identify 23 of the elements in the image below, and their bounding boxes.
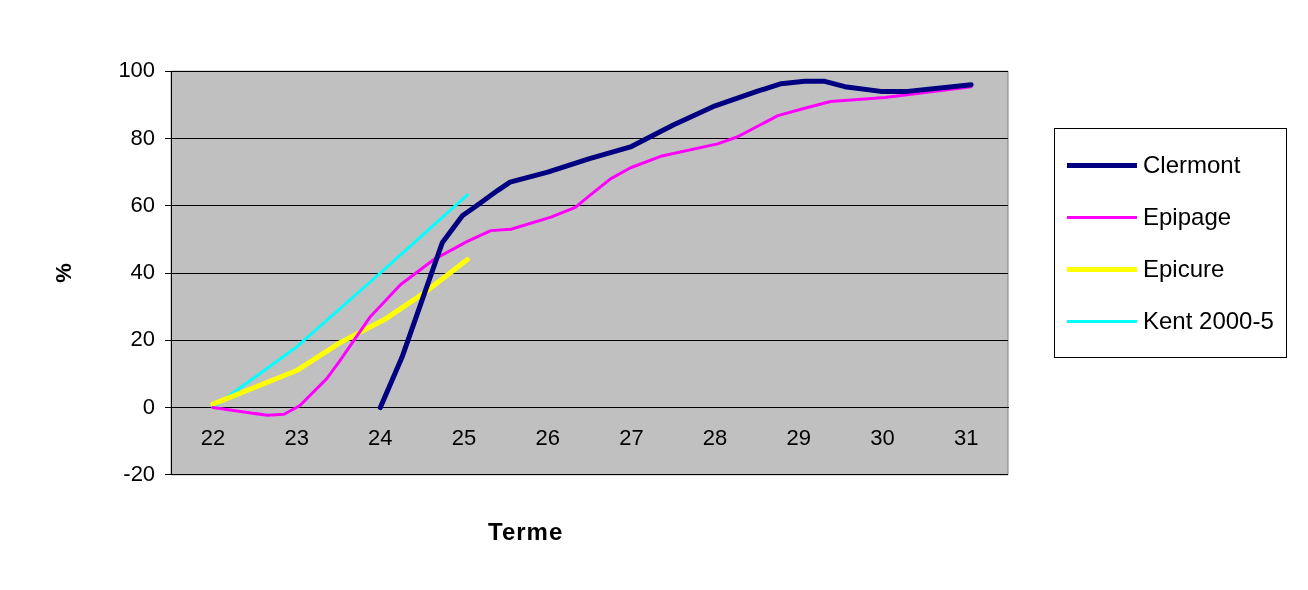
x-tick-label: 22 (200, 424, 226, 450)
x-tick-label: 29 (786, 424, 812, 450)
legend-label: Clermont (1143, 151, 1241, 179)
y-axis-title: % (51, 263, 77, 283)
x-tick-label: 26 (535, 424, 560, 450)
x-tick-label: 27 (619, 424, 644, 450)
y-tick-label: 60 (130, 191, 156, 217)
y-tick-label: -20 (123, 460, 156, 486)
x-tick-label: 30 (870, 424, 895, 450)
legend-label: Kent 2000-5 (1143, 307, 1274, 335)
y-tick-label: 20 (130, 326, 156, 352)
legend-label: Epipage (1143, 203, 1232, 231)
x-tick-label: 23 (284, 424, 309, 450)
y-tick-label: 40 (130, 259, 156, 285)
x-tick-label: 31 (953, 424, 979, 450)
x-tick-label: 24 (368, 424, 393, 450)
y-tick-label: 100 (118, 57, 156, 83)
x-tick-label: 28 (702, 424, 728, 450)
y-tick-label: 0 (142, 393, 156, 419)
x-tick-label: 25 (451, 424, 477, 450)
x-axis-title: Terme (488, 518, 564, 546)
legend-label: Epicure (1143, 255, 1225, 283)
y-tick-label: 80 (130, 124, 156, 150)
